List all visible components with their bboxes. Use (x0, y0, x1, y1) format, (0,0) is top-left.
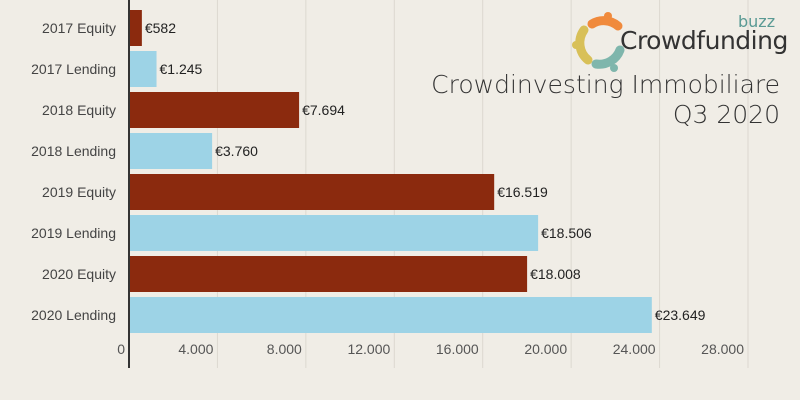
y-tick-label: 2017 Equity (42, 20, 116, 36)
bar (129, 297, 652, 333)
x-tick-label: 12.000 (347, 341, 390, 357)
x-tick-label: 8.000 (267, 341, 302, 357)
x-tick-label: 4.000 (178, 341, 213, 357)
chart-title: Crowdinvesting Immobiliare (431, 70, 780, 99)
bar (129, 256, 528, 292)
chart-subtitle: Q3 2020 (672, 100, 780, 129)
bar (129, 92, 300, 128)
y-tick-label: 2019 Equity (42, 184, 116, 200)
logo-buzz: buzz (738, 12, 776, 31)
x-tick-label: 0 (117, 341, 125, 357)
bar (129, 215, 539, 251)
bar (129, 174, 495, 210)
bar (129, 10, 142, 46)
data-label: €18.008 (530, 266, 581, 282)
data-label: €3.760 (215, 143, 258, 159)
bar (129, 51, 157, 87)
y-tick-label: 2018 Equity (42, 102, 116, 118)
x-tick-label: 20.000 (524, 341, 567, 357)
x-tick-label: 16.000 (436, 341, 479, 357)
data-label: €7.694 (302, 102, 345, 118)
x-tick-label: 28.000 (701, 341, 744, 357)
data-label: €582 (145, 20, 176, 36)
bar (129, 133, 213, 169)
y-tick-label: 2020 Lending (31, 307, 116, 323)
data-label: €18.506 (541, 225, 592, 241)
y-tick-label: 2017 Lending (31, 61, 116, 77)
data-label: €23.649 (655, 307, 706, 323)
logo (570, 12, 785, 72)
x-tick-label: 24.000 (613, 341, 656, 357)
data-label: €1.245 (160, 61, 203, 77)
data-label: €16.519 (497, 184, 548, 200)
y-tick-label: 2020 Equity (42, 266, 116, 282)
logo-brand: Crowdfunding (620, 26, 788, 55)
y-tick-label: 2019 Lending (31, 225, 116, 241)
logo-mark-icon (572, 12, 625, 72)
y-tick-label: 2018 Lending (31, 143, 116, 159)
